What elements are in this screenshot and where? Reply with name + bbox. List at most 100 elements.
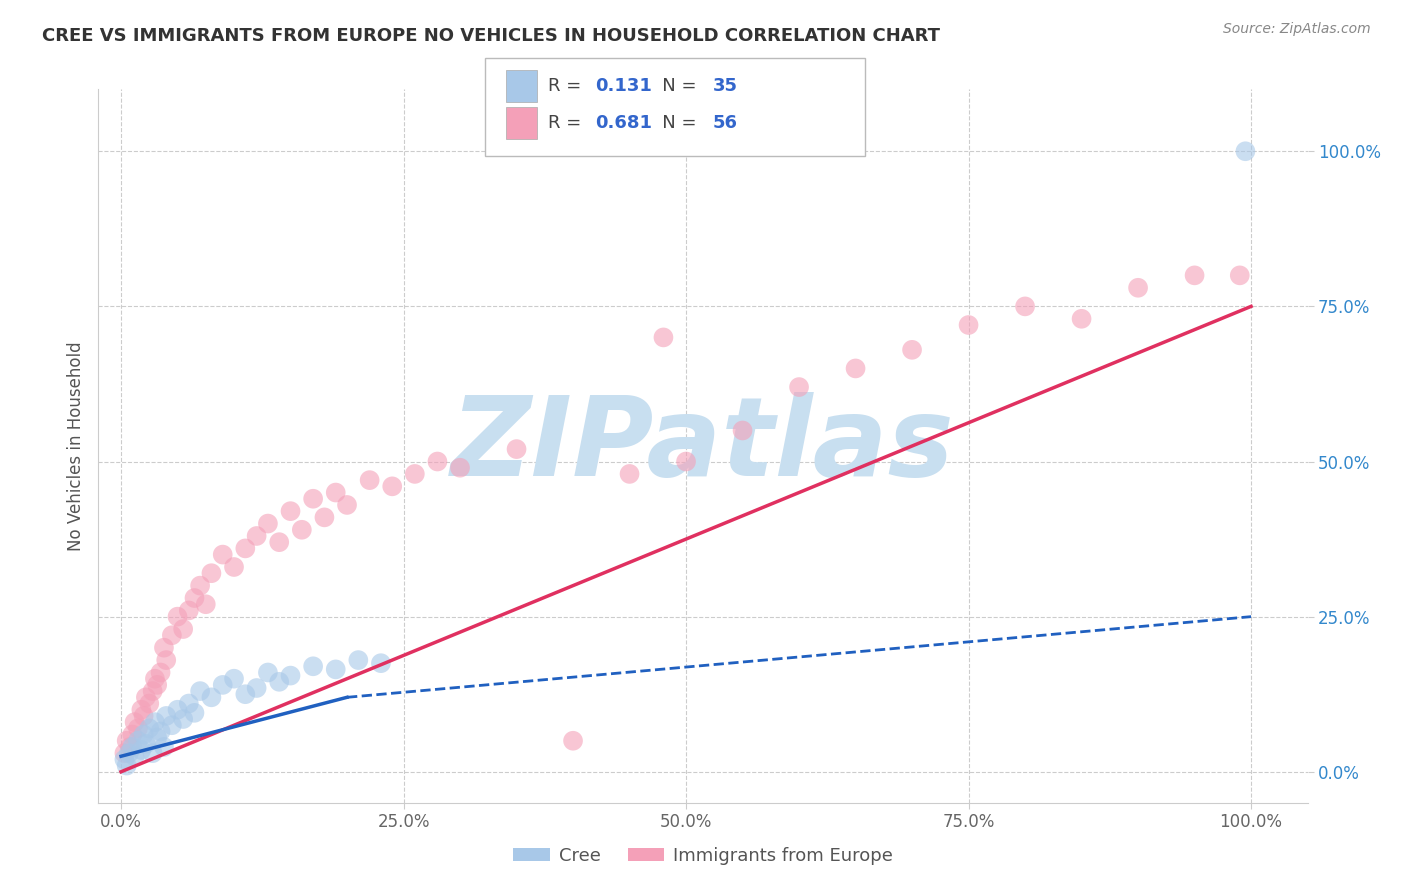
Point xyxy=(188,579,211,593)
Point xyxy=(222,560,245,574)
Point xyxy=(155,709,177,723)
Text: 35: 35 xyxy=(713,77,738,95)
Point xyxy=(200,690,222,705)
Point xyxy=(347,653,370,667)
Point xyxy=(138,722,160,736)
Point xyxy=(172,712,194,726)
Point xyxy=(562,733,585,747)
Point xyxy=(211,548,233,562)
Point xyxy=(246,529,269,543)
Point xyxy=(115,733,138,747)
Point xyxy=(359,473,381,487)
Point xyxy=(160,718,183,732)
Point xyxy=(118,746,141,760)
Point xyxy=(194,597,217,611)
Point xyxy=(132,709,155,723)
Point xyxy=(127,733,149,747)
Point xyxy=(370,656,392,670)
Point xyxy=(124,749,146,764)
Point xyxy=(246,681,269,695)
Point xyxy=(957,318,980,332)
Point xyxy=(269,535,291,549)
Point xyxy=(160,628,183,642)
Point xyxy=(1234,145,1257,159)
Point xyxy=(120,739,142,754)
Point xyxy=(1126,281,1149,295)
Point xyxy=(115,758,138,772)
Point xyxy=(257,516,280,531)
Point xyxy=(325,662,347,676)
Point xyxy=(257,665,280,680)
Point xyxy=(314,510,336,524)
Point xyxy=(146,678,169,692)
Point xyxy=(149,724,172,739)
Point xyxy=(302,659,325,673)
Point xyxy=(143,672,166,686)
Point xyxy=(280,668,302,682)
Point xyxy=(787,380,810,394)
Point xyxy=(146,731,169,745)
Point xyxy=(121,727,143,741)
Point xyxy=(731,424,754,438)
Point xyxy=(183,591,205,605)
Text: ZIPatlas: ZIPatlas xyxy=(451,392,955,500)
Text: R =: R = xyxy=(548,114,593,132)
Point xyxy=(138,697,160,711)
Text: 0.131: 0.131 xyxy=(595,77,651,95)
Point xyxy=(845,361,868,376)
Text: N =: N = xyxy=(645,77,703,95)
Text: 0.681: 0.681 xyxy=(595,114,652,132)
Point xyxy=(153,739,176,754)
Point xyxy=(112,752,135,766)
Point xyxy=(901,343,924,357)
Point xyxy=(149,665,172,680)
Point xyxy=(188,684,211,698)
Point xyxy=(1184,268,1206,283)
Y-axis label: No Vehicles in Household: No Vehicles in Household xyxy=(66,341,84,551)
Point xyxy=(142,684,165,698)
Point xyxy=(426,454,449,468)
Point xyxy=(124,715,146,730)
Point xyxy=(172,622,194,636)
Text: CREE VS IMMIGRANTS FROM EUROPE NO VEHICLES IN HOUSEHOLD CORRELATION CHART: CREE VS IMMIGRANTS FROM EUROPE NO VEHICL… xyxy=(42,27,941,45)
Point xyxy=(404,467,426,481)
Point xyxy=(1229,268,1251,283)
Text: N =: N = xyxy=(645,114,703,132)
Point xyxy=(449,460,471,475)
Point xyxy=(325,485,347,500)
Point xyxy=(166,703,188,717)
Point xyxy=(131,743,153,757)
Point xyxy=(505,442,527,456)
Point xyxy=(211,678,233,692)
Point xyxy=(153,640,176,655)
Point xyxy=(177,697,200,711)
Point xyxy=(280,504,302,518)
Legend: Cree, Immigrants from Europe: Cree, Immigrants from Europe xyxy=(506,840,900,872)
Point xyxy=(675,454,697,468)
Point xyxy=(200,566,222,581)
Point xyxy=(142,746,165,760)
Text: 56: 56 xyxy=(713,114,738,132)
Point xyxy=(619,467,641,481)
Point xyxy=(135,690,157,705)
Point xyxy=(652,330,675,344)
Point xyxy=(132,727,155,741)
Point xyxy=(121,739,143,754)
Text: Source: ZipAtlas.com: Source: ZipAtlas.com xyxy=(1223,22,1371,37)
Point xyxy=(302,491,325,506)
Point xyxy=(233,687,256,701)
Point xyxy=(269,674,291,689)
Point xyxy=(166,609,188,624)
Point xyxy=(177,603,200,617)
Point xyxy=(233,541,256,556)
Point xyxy=(112,746,135,760)
Point xyxy=(183,706,205,720)
Point xyxy=(1070,311,1092,326)
Point xyxy=(131,703,153,717)
Point xyxy=(381,479,404,493)
Point xyxy=(222,672,245,686)
Point xyxy=(336,498,359,512)
Text: R =: R = xyxy=(548,77,593,95)
Point xyxy=(135,737,157,751)
Point xyxy=(291,523,314,537)
